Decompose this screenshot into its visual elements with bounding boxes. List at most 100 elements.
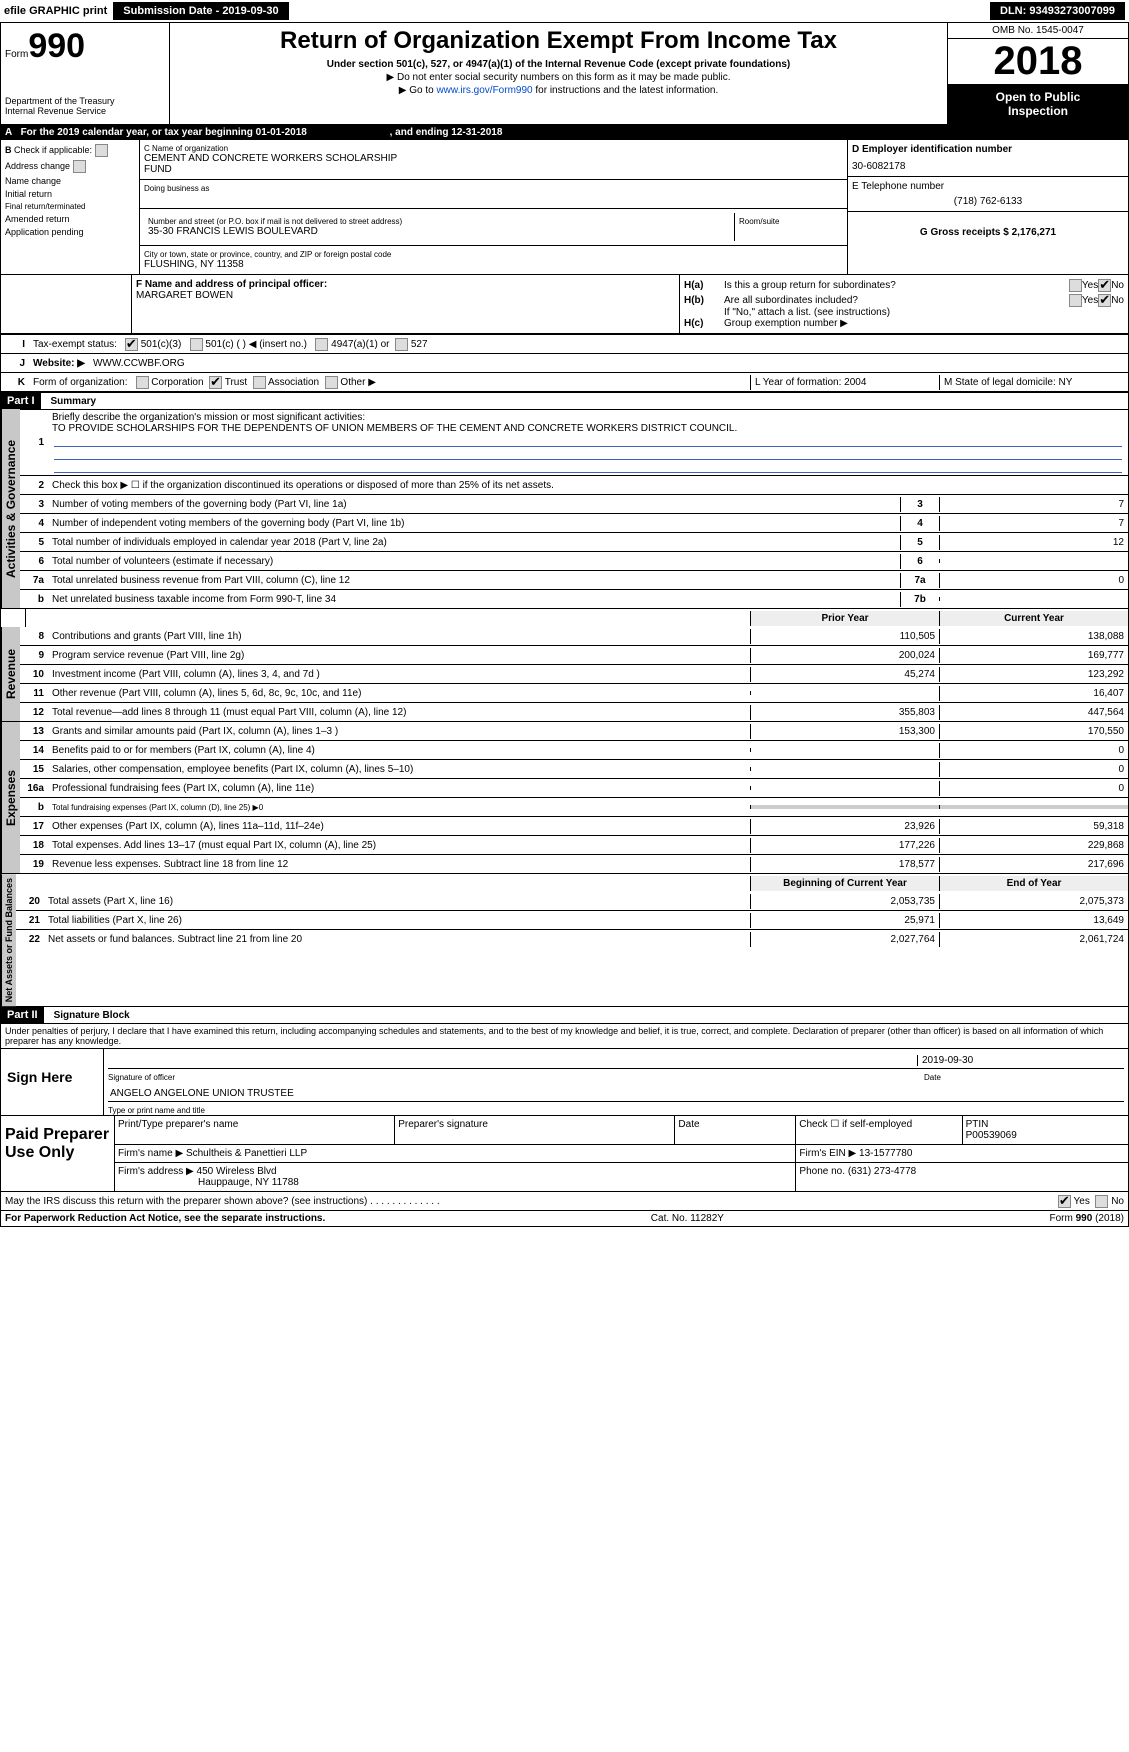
fin-row: 19Revenue less expenses. Subtract line 1… bbox=[20, 854, 1128, 873]
org-name-1: CEMENT AND CONCRETE WORKERS SCHOLARSHIP bbox=[144, 153, 843, 164]
discuss-row: May the IRS discuss this return with the… bbox=[1, 1191, 1128, 1210]
submission-date: Submission Date - 2019-09-30 bbox=[113, 2, 288, 20]
gov-row: 3Number of voting members of the governi… bbox=[20, 494, 1128, 513]
fin-row: 22Net assets or fund balances. Subtract … bbox=[16, 929, 1128, 948]
b-address-change: Address change bbox=[5, 160, 135, 173]
fin-row: 8Contributions and grants (Part VIII, li… bbox=[20, 627, 1128, 645]
row-fgh: F Name and address of principal officer:… bbox=[1, 275, 1128, 334]
expenses-section: Expenses 13Grants and similar amounts pa… bbox=[1, 721, 1128, 873]
gov-row: 7aTotal unrelated business revenue from … bbox=[20, 570, 1128, 589]
l-year: L Year of formation: 2004 bbox=[750, 375, 939, 390]
gov-row: bNet unrelated business taxable income f… bbox=[20, 589, 1128, 608]
col-d: D Employer identification number 30-6082… bbox=[847, 140, 1128, 274]
gov-row: 6Total number of volunteers (estimate if… bbox=[20, 551, 1128, 570]
b-final: Final return/terminated bbox=[5, 202, 135, 211]
efile-label: efile GRAPHIC print bbox=[4, 5, 107, 17]
activities-governance: Activities & Governance 1 Briefly descri… bbox=[1, 409, 1128, 608]
b-pending: Application pending bbox=[5, 227, 135, 237]
form-ref: Form 990 (2018) bbox=[1050, 1213, 1124, 1224]
side-governance: Activities & Governance bbox=[1, 409, 20, 608]
side-net: Net Assets or Fund Balances bbox=[1, 874, 16, 1006]
ha-yes[interactable] bbox=[1069, 279, 1082, 292]
row-i: I Tax-exempt status: 501(c)(3) 501(c) ( … bbox=[1, 334, 1128, 353]
side-expenses: Expenses bbox=[1, 722, 20, 873]
addr-label: Number and street (or P.O. box if mail i… bbox=[148, 217, 730, 226]
f-label: F Name and address of principal officer: bbox=[136, 279, 327, 290]
boy-hdr: Beginning of Current Year bbox=[750, 876, 939, 891]
open-public: Open to Public Inspection bbox=[948, 84, 1128, 124]
c-label: C Name of organization bbox=[144, 144, 843, 153]
city-state-zip: FLUSHING, NY 11358 bbox=[144, 259, 843, 270]
street-address: 35-30 FRANCIS LEWIS BOULEVARD bbox=[148, 226, 730, 237]
discuss-yes[interactable] bbox=[1058, 1195, 1071, 1208]
firm-ein: 13-1577780 bbox=[859, 1148, 912, 1159]
dln: DLN: 93493273007099 bbox=[990, 2, 1125, 20]
city-label: City or town, state or province, country… bbox=[144, 250, 843, 259]
current-year-hdr: Current Year bbox=[939, 611, 1128, 626]
form-number: 990 bbox=[28, 27, 85, 65]
omb-number: OMB No. 1545-0047 bbox=[948, 23, 1128, 39]
i-501c3[interactable] bbox=[125, 338, 138, 351]
perjury-text: Under penalties of perjury, I declare th… bbox=[1, 1023, 1128, 1048]
footer: For Paperwork Reduction Act Notice, see … bbox=[1, 1210, 1128, 1226]
firm-addr2: Hauppauge, NY 11788 bbox=[198, 1177, 299, 1188]
discuss-no[interactable] bbox=[1095, 1195, 1108, 1208]
prior-year-hdr: Prior Year bbox=[750, 611, 939, 626]
tax-year: 2018 bbox=[948, 39, 1128, 84]
hb-no[interactable] bbox=[1098, 294, 1111, 307]
dba-label: Doing business as bbox=[144, 184, 843, 193]
fin-row: 9Program service revenue (Part VIII, lin… bbox=[20, 645, 1128, 664]
firm-addr1: 450 Wireless Blvd bbox=[197, 1166, 277, 1177]
goto-note: ▶ Go to www.irs.gov/Form990 for instruct… bbox=[174, 85, 943, 96]
officer-name: MARGARET BOWEN bbox=[136, 290, 675, 301]
firm-name: Schultheis & Panettieri LLP bbox=[186, 1148, 307, 1159]
fin-row: 14Benefits paid to or for members (Part … bbox=[20, 740, 1128, 759]
officer-signed: ANGELO ANGELONE UNION TRUSTEE bbox=[110, 1088, 294, 1099]
chk-addr[interactable] bbox=[95, 144, 108, 157]
row-klm: K Form of organization: Corporation Trus… bbox=[1, 372, 1128, 392]
dept-irs: Internal Revenue Service bbox=[5, 106, 165, 116]
cat-no: Cat. No. 11282Y bbox=[651, 1213, 724, 1224]
b-initial: Initial return bbox=[5, 189, 135, 199]
b-amended: Amended return bbox=[5, 214, 135, 224]
e-label: E Telephone number bbox=[852, 181, 1124, 192]
room-label: Room/suite bbox=[739, 217, 839, 226]
fin-row: 20Total assets (Part X, line 16)2,053,73… bbox=[16, 892, 1128, 910]
fin-row: 15Salaries, other compensation, employee… bbox=[20, 759, 1128, 778]
fin-row: 13Grants and similar amounts paid (Part … bbox=[20, 722, 1128, 740]
fin-row: 17Other expenses (Part IX, column (A), l… bbox=[20, 816, 1128, 835]
fin-row: 16aProfessional fundraising fees (Part I… bbox=[20, 778, 1128, 797]
form-prefix: Form bbox=[5, 49, 28, 60]
dept-treasury: Department of the Treasury bbox=[5, 96, 165, 106]
b-name-change: Name change bbox=[5, 176, 135, 186]
sign-here-label: Sign Here bbox=[1, 1049, 104, 1115]
irs-link[interactable]: www.irs.gov/Form990 bbox=[436, 85, 532, 96]
phone: (718) 762-6133 bbox=[852, 196, 1124, 207]
fin-row: 10Investment income (Part VIII, column (… bbox=[20, 664, 1128, 683]
k-trust[interactable] bbox=[209, 376, 222, 389]
ha-no[interactable] bbox=[1098, 279, 1111, 292]
part2-header: Part II Signature Block bbox=[1, 1006, 1128, 1023]
form-header: Form990 Department of the Treasury Inter… bbox=[1, 23, 1128, 125]
hb-yes[interactable] bbox=[1069, 294, 1082, 307]
fin-row: 21Total liabilities (Part X, line 26)25,… bbox=[16, 910, 1128, 929]
row-j: J Website: ▶ WWW.CCWBF.ORG bbox=[1, 353, 1128, 372]
section-bcd: B Check if applicable: Address change Na… bbox=[1, 140, 1128, 275]
mission: TO PROVIDE SCHOLARSHIPS FOR THE DEPENDEN… bbox=[52, 423, 737, 434]
paid-preparer: Paid Preparer Use Only Print/Type prepar… bbox=[1, 1115, 1128, 1191]
fin-row: 11Other revenue (Part VIII, column (A), … bbox=[20, 683, 1128, 702]
gov-row: 5Total number of individuals employed in… bbox=[20, 532, 1128, 551]
ssn-note: ▶ Do not enter social security numbers o… bbox=[174, 72, 943, 83]
part1-header: Part I Summary bbox=[1, 392, 1128, 409]
ptin: P00539069 bbox=[966, 1130, 1017, 1141]
row-a: A For the 2019 calendar year, or tax yea… bbox=[1, 125, 1128, 140]
col-c: C Name of organization CEMENT AND CONCRE… bbox=[140, 140, 847, 274]
form-subtitle: Under section 501(c), 527, or 4947(a)(1)… bbox=[174, 59, 943, 70]
gov-row: 4Number of independent voting members of… bbox=[20, 513, 1128, 532]
fin-row: 18Total expenses. Add lines 13–17 (must … bbox=[20, 835, 1128, 854]
website: WWW.CCWBF.ORG bbox=[89, 356, 189, 371]
paid-preparer-label: Paid Preparer Use Only bbox=[1, 1116, 114, 1191]
top-bar: efile GRAPHIC print Submission Date - 20… bbox=[0, 0, 1129, 22]
sign-here-section: Sign Here 2019-09-30 Signature of office… bbox=[1, 1048, 1128, 1115]
paperwork-notice: For Paperwork Reduction Act Notice, see … bbox=[5, 1213, 325, 1224]
